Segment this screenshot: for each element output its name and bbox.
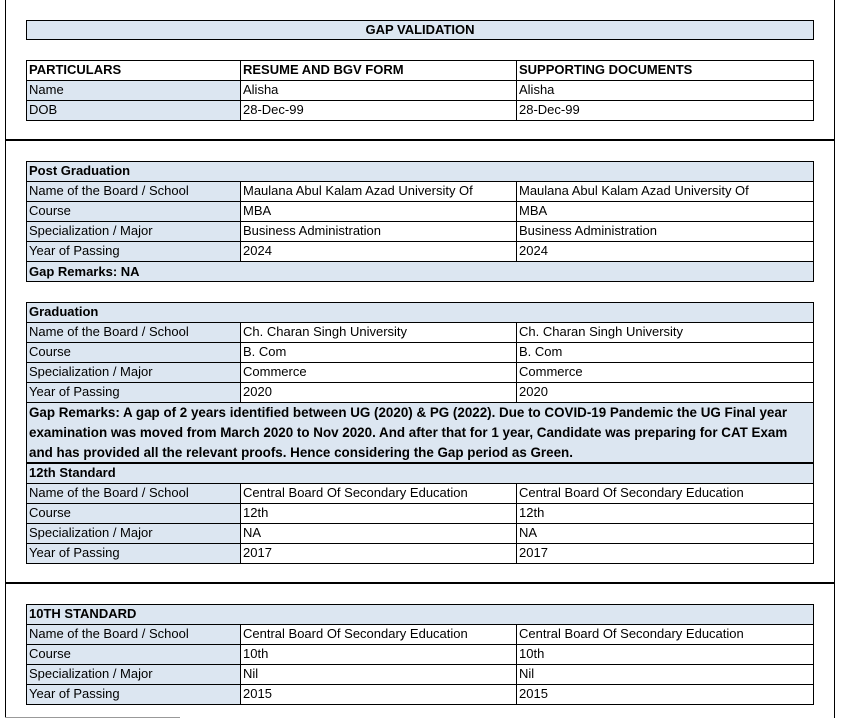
value-cell: 2015 <box>240 684 517 705</box>
frame-line <box>5 139 835 141</box>
value-cell: Commerce <box>516 362 814 383</box>
label-cell: PARTICULARS <box>26 60 241 81</box>
frame-line <box>5 717 180 718</box>
gap-remarks: Gap Remarks: NA <box>26 261 814 282</box>
frame-line <box>5 0 6 718</box>
value-cell: 12th <box>516 503 814 524</box>
label-cell: Name of the Board / School <box>26 483 241 504</box>
label-cell: Name of the Board / School <box>26 624 241 645</box>
value-cell: 2020 <box>516 382 814 403</box>
value-cell: NA <box>240 523 517 544</box>
section-title: 10TH STANDARD <box>26 604 814 625</box>
section-title: Graduation <box>26 302 814 323</box>
value-cell: Business Administration <box>240 221 517 242</box>
value-cell: Alisha <box>240 80 517 101</box>
label-cell: Specialization / Major <box>26 221 241 242</box>
value-cell: 2017 <box>240 543 517 564</box>
value-cell: 28-Dec-99 <box>240 100 517 121</box>
label-cell: Course <box>26 644 241 665</box>
label-cell: Course <box>26 201 241 222</box>
gap-remarks: Gap Remarks: A gap of 2 years identified… <box>26 402 814 463</box>
value-cell: Central Board Of Secondary Education <box>516 624 814 645</box>
frame-line <box>5 582 835 584</box>
value-cell: Nil <box>240 664 517 685</box>
section-title: Post Graduation <box>26 161 814 182</box>
label-cell: Specialization / Major <box>26 664 241 685</box>
value-cell: B. Com <box>240 342 517 363</box>
value-cell: NA <box>516 523 814 544</box>
frame-line <box>834 0 835 718</box>
value-cell: Ch. Charan Singh University <box>516 322 814 343</box>
label-cell: Course <box>26 503 241 524</box>
value-cell: Alisha <box>516 80 814 101</box>
value-cell: 2024 <box>516 241 814 262</box>
label-cell: Name <box>26 80 241 101</box>
value-cell: 10th <box>240 644 517 665</box>
value-cell: Maulana Abul Kalam Azad University Of <box>516 181 814 202</box>
label-cell: DOB <box>26 100 241 121</box>
value-cell: 2015 <box>516 684 814 705</box>
label-cell: Year of Passing <box>26 543 241 564</box>
value-cell: MBA <box>240 201 517 222</box>
label-cell: Year of Passing <box>26 382 241 403</box>
label-cell: Specialization / Major <box>26 523 241 544</box>
value-cell: Commerce <box>240 362 517 383</box>
value-cell: 2017 <box>516 543 814 564</box>
value-cell: RESUME AND BGV FORM <box>240 60 517 81</box>
value-cell: Central Board Of Secondary Education <box>240 483 517 504</box>
value-cell: Nil <box>516 664 814 685</box>
label-cell: Specialization / Major <box>26 362 241 383</box>
value-cell: 2024 <box>240 241 517 262</box>
value-cell: Business Administration <box>516 221 814 242</box>
value-cell: SUPPORTING DOCUMENTS <box>516 60 814 81</box>
value-cell: Central Board Of Secondary Education <box>516 483 814 504</box>
value-cell: 2020 <box>240 382 517 403</box>
value-cell: Ch. Charan Singh University <box>240 322 517 343</box>
value-cell: 28-Dec-99 <box>516 100 814 121</box>
value-cell: Central Board Of Secondary Education <box>240 624 517 645</box>
section-title: 12th Standard <box>26 463 814 484</box>
value-cell: MBA <box>516 201 814 222</box>
label-cell: Name of the Board / School <box>26 181 241 202</box>
label-cell: Name of the Board / School <box>26 322 241 343</box>
value-cell: 12th <box>240 503 517 524</box>
label-cell: Year of Passing <box>26 684 241 705</box>
label-cell: Year of Passing <box>26 241 241 262</box>
title-bar: GAP VALIDATION <box>26 20 814 40</box>
label-cell: Course <box>26 342 241 363</box>
value-cell: Maulana Abul Kalam Azad University Of <box>240 181 517 202</box>
value-cell: 10th <box>516 644 814 665</box>
value-cell: B. Com <box>516 342 814 363</box>
